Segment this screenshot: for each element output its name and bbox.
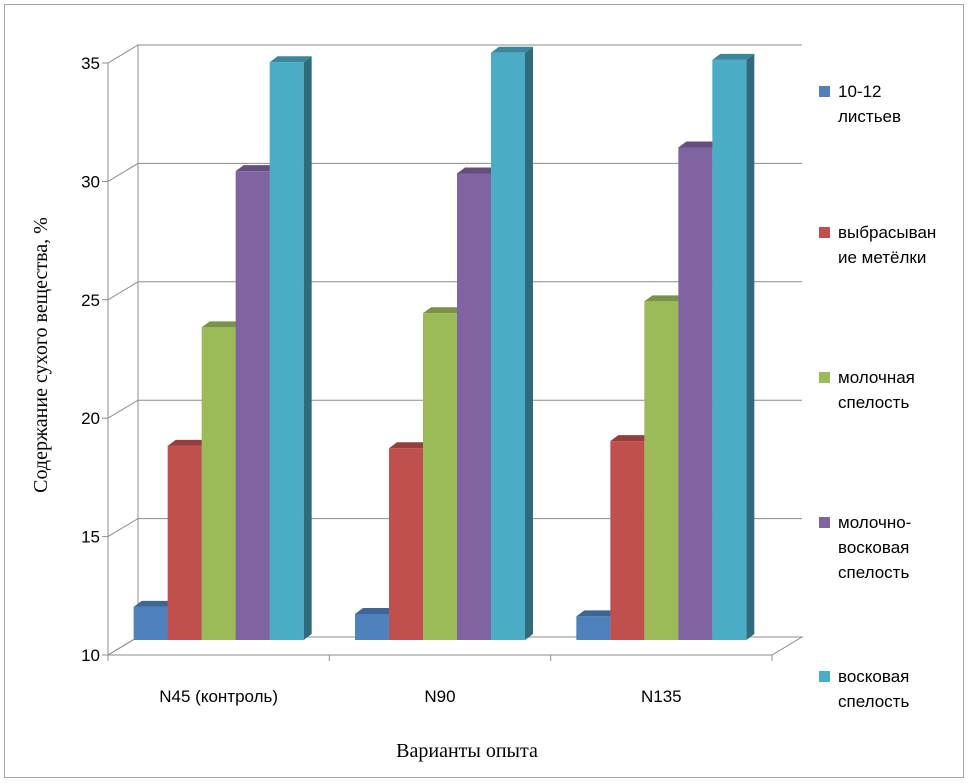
bar-front <box>355 613 389 640</box>
bar-front <box>576 616 611 640</box>
x-category-label: N45 (контроль) <box>159 687 278 706</box>
x-axis-title: Варианты опыта <box>396 740 538 762</box>
bar-top <box>235 165 278 172</box>
bar-top <box>712 53 755 60</box>
gridline <box>107 399 802 419</box>
bar-side <box>525 46 533 640</box>
legend-label: молочная <box>838 368 915 387</box>
y-tick-label: 35 <box>81 54 100 73</box>
bar-side <box>303 56 312 640</box>
gridline <box>107 44 802 64</box>
gridline <box>107 281 802 301</box>
legend-swatch <box>819 517 830 528</box>
bar-top <box>457 167 499 174</box>
legend-label: спелость <box>838 563 909 582</box>
y-tick-label: 10 <box>81 646 100 665</box>
legend-entry: молочно-восковая спелость <box>819 513 911 582</box>
bar <box>269 56 312 640</box>
legend-label: восковая <box>838 667 909 686</box>
bar-top <box>133 600 176 607</box>
bar-top <box>491 46 533 53</box>
bar-front <box>712 59 747 640</box>
y-tick-label: 25 <box>81 291 100 310</box>
bar-front <box>235 171 270 641</box>
bar-top <box>269 56 312 63</box>
legend-entry: молочная спелость <box>819 368 915 412</box>
bar-top <box>610 435 653 442</box>
legend-label: выбрасыван <box>838 223 936 242</box>
gridlines <box>107 44 802 656</box>
bar <box>491 46 533 640</box>
bars <box>133 46 755 641</box>
y-axis-ticks: 10 15 20 25 30 35 <box>81 54 109 665</box>
legend-entry: восковая спелость <box>819 667 909 711</box>
legend-swatch <box>819 372 830 383</box>
legend-entry: 10-12 листьев <box>819 82 901 126</box>
bar-top <box>201 321 244 328</box>
bar-front <box>423 313 457 640</box>
x-category-label: N135 <box>641 687 682 706</box>
legend-entry: выбрасыван ие метёлки <box>819 223 936 267</box>
legend-swatch <box>819 86 830 97</box>
legend-label: восковая <box>838 538 909 557</box>
bar-top <box>355 607 397 614</box>
legend-label: молочно- <box>838 513 911 532</box>
y-tick-label: 15 <box>81 528 100 547</box>
bar-side <box>746 53 755 640</box>
y-tick-label: 20 <box>81 409 100 428</box>
bar-front <box>133 606 168 640</box>
bar-front <box>491 52 525 640</box>
legend-label: 10-12 <box>838 82 881 101</box>
y-tick-label: 30 <box>81 172 100 191</box>
bar-front <box>389 448 423 640</box>
x-category-label: N90 <box>424 687 455 706</box>
legend-label: спелость <box>838 692 909 711</box>
y-axis-title: Содержание сухого вещества, % <box>30 217 52 493</box>
bar-top <box>389 442 431 449</box>
bar-front <box>457 173 491 640</box>
bar-front <box>678 147 713 640</box>
bar-front <box>644 301 679 640</box>
legend: 10-12 листьев выбрасыван ие метёлки молочная… <box>819 82 936 711</box>
bar-top <box>678 141 721 148</box>
gridline <box>107 162 802 182</box>
legend-label: листьев <box>838 107 901 126</box>
bar-top <box>576 610 619 617</box>
gridline <box>107 518 802 538</box>
bar-front <box>610 441 645 640</box>
x-axis-categories: N45 (контроль) N90 N135 <box>107 655 773 706</box>
bar-front <box>167 445 202 640</box>
bar-top <box>423 307 465 314</box>
legend-label: спелость <box>838 393 909 412</box>
legend-swatch <box>819 671 830 682</box>
bar-top <box>644 295 687 302</box>
bar <box>712 53 755 640</box>
bar-top <box>167 439 210 446</box>
bar-front <box>269 62 304 640</box>
legend-swatch <box>819 227 830 238</box>
legend-label: ие метёлки <box>838 248 926 267</box>
bar-front <box>201 327 236 640</box>
